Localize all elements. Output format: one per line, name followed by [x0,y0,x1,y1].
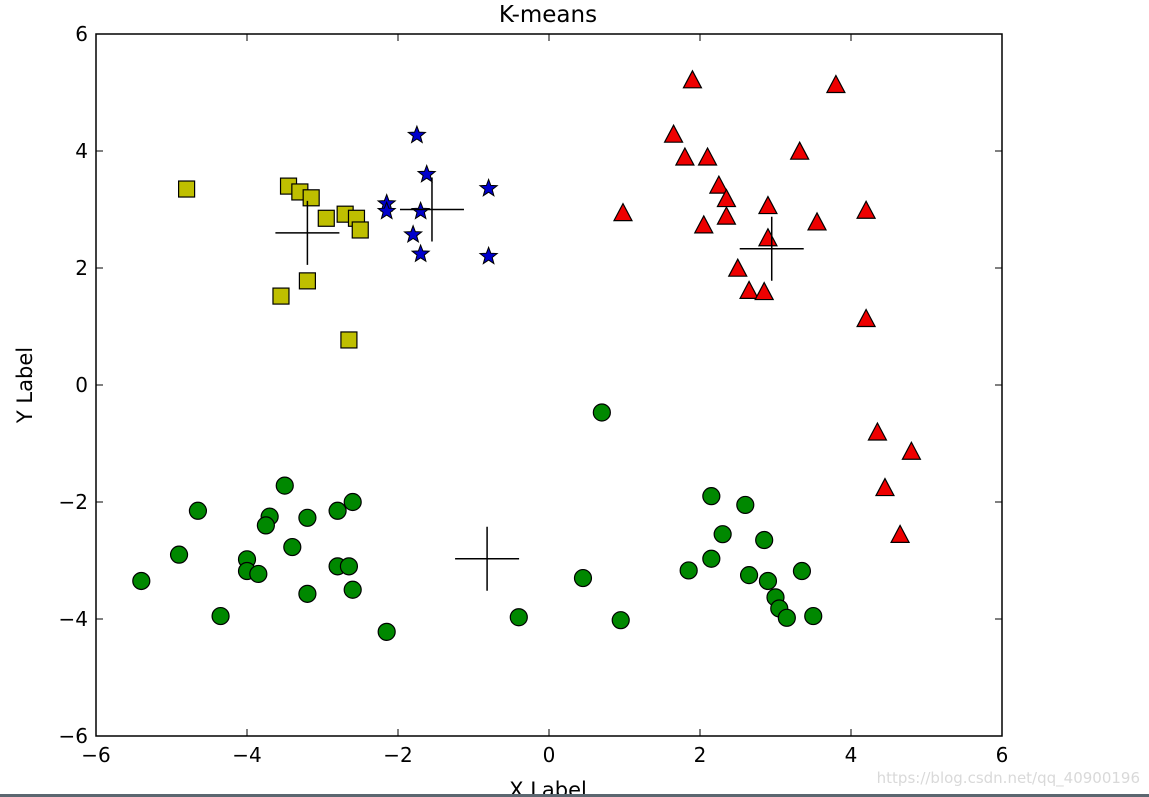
cluster-triangle-point [739,280,760,299]
cluster-square-point [302,189,320,207]
y-tick-label: 2 [75,256,88,280]
cluster-square-point [317,209,335,227]
cluster-circle-point [679,561,698,580]
cluster-triangle-point [612,202,633,222]
x-axis-label: X Label [509,778,587,797]
cluster-star-point [416,163,437,183]
cluster-circle-point [592,403,611,422]
cluster-triangle-point [693,214,714,234]
cluster-star-point [403,224,424,244]
cluster-circle-point [702,487,721,506]
cluster-circle-point [343,492,362,512]
cluster-circle-point [256,516,275,535]
cluster-circle-point [736,495,755,515]
y-tick-label: 6 [75,22,88,46]
y-axis-label: Y Label [13,347,37,424]
cluster-square-point [340,331,358,349]
cluster-triangle-point [890,524,911,543]
cluster-circle-point [339,557,359,576]
cluster-circle-point [188,501,208,520]
cluster-circle-point [611,611,630,630]
cluster-triangle-point [674,146,695,166]
cluster-triangle-point [757,195,778,215]
watermark-text: https://blog.csdn.net/qq_40900196 [877,769,1140,788]
centroids-point [455,526,520,591]
cluster-circle-point [328,501,347,520]
cluster-circle-point [713,525,732,544]
cluster-circle-point [343,580,362,599]
centroids-point [275,200,340,265]
cluster-circle-point [298,508,317,527]
axis-ticks: −6 −4 −2 0 2 4 6 −6 −4 −2 0 2 4 6 [59,22,1009,767]
cluster-square-point [351,221,369,239]
cluster-star-point [410,243,431,263]
cluster-triangle-point [754,281,775,301]
x-tick-label: −2 [383,743,412,767]
cluster-circle-point [702,549,721,568]
chart-title: K-means [499,2,597,28]
plot-frame [95,33,1003,737]
cluster-circle-point [573,568,593,588]
cluster-triangle-point [682,69,703,89]
cluster-triangle-point [708,174,729,194]
cluster-star-point [376,200,397,220]
cluster-triangle-point [901,440,922,460]
centroids-point [739,216,804,281]
cluster-triangle-point [716,205,737,225]
cluster-star-point [478,245,499,265]
x-tick-label: −4 [232,743,261,767]
cluster-star-point [406,124,427,144]
y-tick-label: −2 [59,490,88,514]
cluster-star-point [478,177,499,197]
cluster-triangle-point [874,477,895,497]
bottom-edge-bar [0,794,1149,797]
cluster-circle-point [777,608,796,627]
cluster-triangle-point [807,211,828,231]
cluster-circle-point [758,571,778,591]
data-marks [132,69,922,641]
cluster-circle-point [249,564,268,584]
cluster-triangle-point [757,227,778,247]
cluster-circle-point [739,566,759,585]
cluster-triangle-point [825,74,846,94]
cluster-triangle-point [727,257,748,277]
cluster-triangle-point [856,308,877,328]
cluster-star-point [410,200,431,220]
cluster-circle-point [211,606,230,626]
cluster-circle-point [509,608,528,627]
cluster-circle-point [132,571,151,591]
cluster-square-point [298,272,316,290]
cluster-triangle-point [856,199,877,219]
cluster-triangle-point [697,146,718,166]
x-tick-label: 4 [845,743,858,767]
centroids-point [399,177,464,242]
cluster-circle-point [755,530,774,550]
cluster-circle-point [169,545,189,564]
cluster-circle-point [804,606,823,626]
cluster-triangle-point [867,421,888,441]
cluster-square-point [178,180,196,198]
x-tick-label: −6 [81,743,110,767]
cluster-circle-point [275,476,294,495]
cluster-triangle-point [789,140,810,160]
y-tick-label: −4 [59,607,88,631]
y-tick-label: 4 [75,139,88,163]
cluster-circle-point [377,622,396,641]
y-tick-label: 0 [75,373,88,397]
x-tick-label: 6 [996,743,1009,767]
cluster-circle-point [792,561,812,581]
cluster-square-point [272,287,290,305]
x-tick-label: 2 [694,743,707,767]
cluster-triangle-point [663,123,684,143]
x-tick-label: 0 [543,743,556,767]
cluster-circle-point [298,584,317,603]
cluster-circle-point [283,537,302,557]
y-tick-label: −6 [59,724,88,748]
